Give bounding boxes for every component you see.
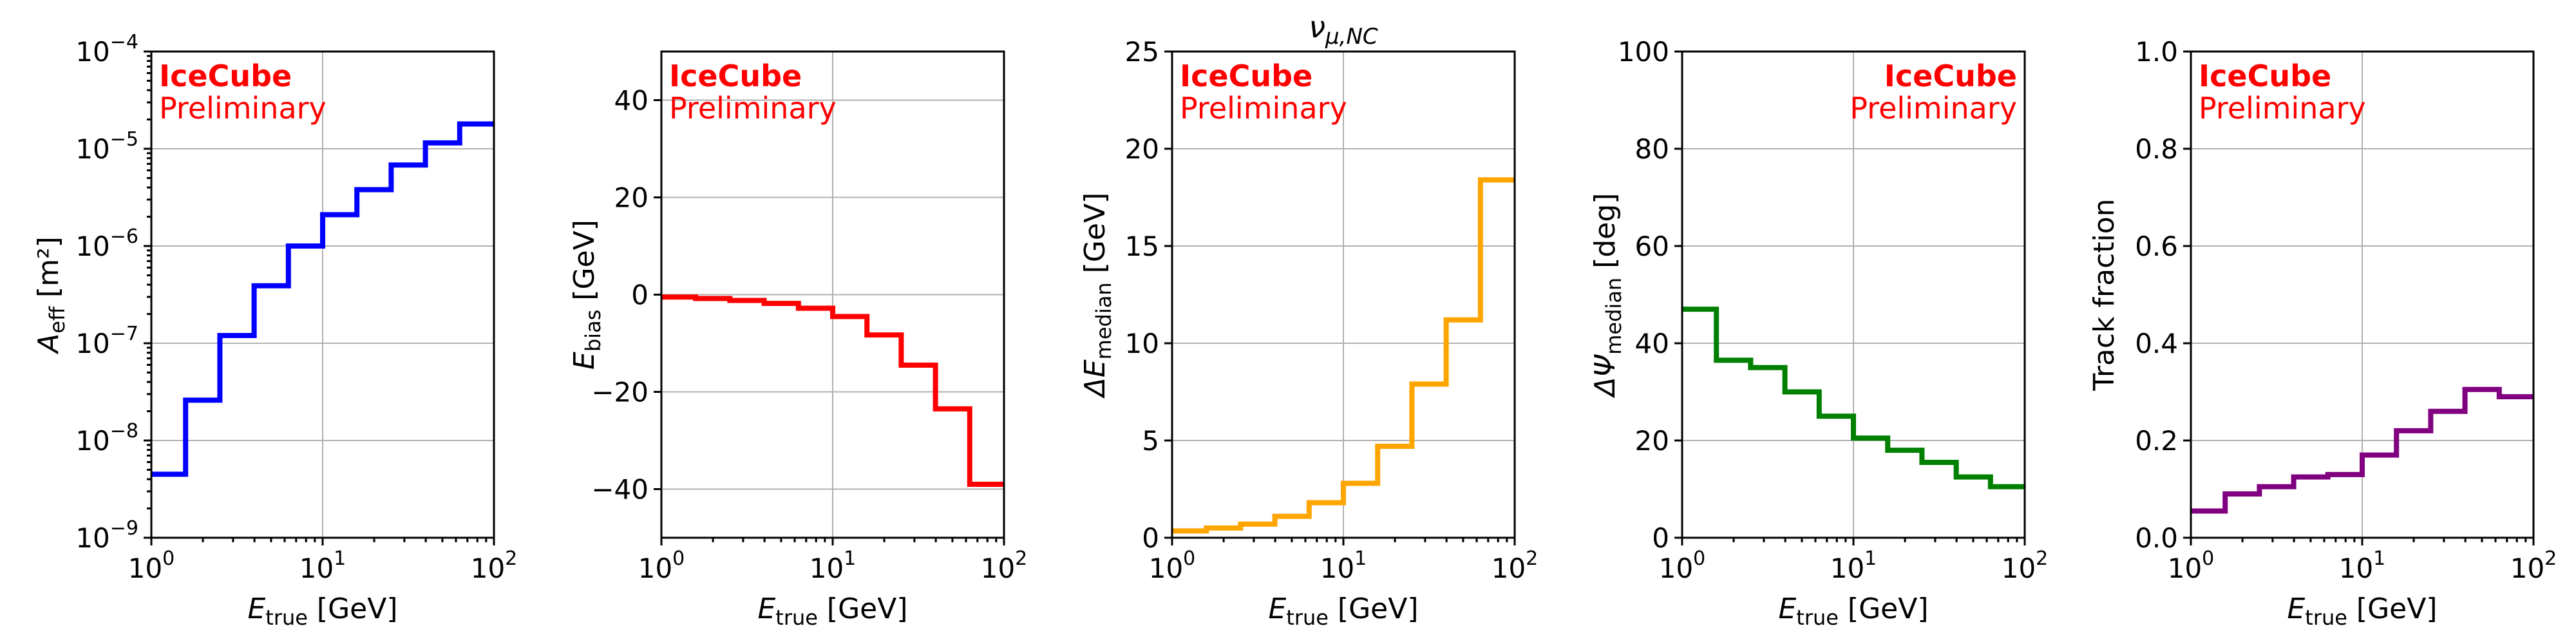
icecube-label: IceCube bbox=[159, 59, 292, 93]
y-tick-label: 100 bbox=[1618, 36, 1669, 68]
y-tick-label: 0.0 bbox=[2135, 522, 2178, 554]
x-tick-label: 102 bbox=[981, 547, 1028, 584]
chart-panel-1: 100 101 102 10−9 10−8 10−7 10−6 10−5 10−4 Etrue [… bbox=[32, 31, 517, 630]
x-tick-label: 101 bbox=[810, 547, 857, 584]
y-tick-label: 10−4 bbox=[75, 31, 138, 68]
y-tick-label: 20 bbox=[1125, 133, 1159, 165]
y-axis-label: Track fraction bbox=[2088, 198, 2121, 391]
icecube-label: IceCube bbox=[1884, 59, 2017, 93]
y-tick-label: 10−9 bbox=[75, 517, 138, 554]
x-tick-label: 101 bbox=[2339, 547, 2386, 584]
y-tick-label: −40 bbox=[591, 474, 649, 506]
y-tick-label: 10−5 bbox=[75, 128, 138, 165]
preliminary-label: Preliminary bbox=[2199, 91, 2366, 126]
y-tick-label: 25 bbox=[1125, 36, 1159, 68]
chart-panel-5: 100 101 102 0.0 0.2 0.4 0.6 0.8 1.0 Etrue [GeV] Tr… bbox=[2088, 36, 2557, 630]
chart-panel-2: 100 101 102 −40 −20 0 20 40 Etrue [GeV] Ebias [Ge… bbox=[568, 50, 1028, 630]
icecube-label: IceCube bbox=[1180, 59, 1312, 93]
y-tick-label: 20 bbox=[1635, 425, 1669, 457]
y-tick-label: 10−7 bbox=[75, 323, 138, 359]
chart-title: νμ,NC bbox=[1309, 10, 1378, 50]
y-tick-label: 0.4 bbox=[2135, 328, 2178, 359]
x-axis-label: Etrue [GeV] bbox=[1268, 592, 1418, 630]
step-line-series bbox=[661, 294, 1004, 487]
x-tick-label: 102 bbox=[2002, 547, 2049, 584]
plot-frame bbox=[150, 50, 495, 539]
x-tick-label: 101 bbox=[1320, 547, 1367, 584]
step-line-series bbox=[2191, 386, 2533, 514]
icecube-label: IceCube bbox=[2199, 59, 2331, 93]
chart-panel-4: 100 101 102 0 20 40 60 80 100 Etrue [GeV] ΔΨmedian… bbox=[1589, 36, 2048, 630]
y-tick-label: 80 bbox=[1635, 133, 1669, 165]
x-tick-label: 100 bbox=[638, 547, 685, 584]
preliminary-label: Preliminary bbox=[1180, 91, 1347, 126]
y-tick-label: 0 bbox=[1652, 522, 1669, 554]
y-tick-label: 10 bbox=[1125, 328, 1159, 359]
y-tick-label: 0.2 bbox=[2135, 425, 2178, 457]
step-line-series bbox=[151, 121, 494, 477]
y-tick-label: 0 bbox=[1142, 522, 1159, 554]
x-axis-label: Etrue [GeV] bbox=[247, 592, 397, 630]
x-tick-label: 102 bbox=[1492, 547, 1539, 584]
x-tick-label: 102 bbox=[471, 547, 518, 584]
x-tick-label: 100 bbox=[2168, 547, 2215, 584]
chart-panel-3: 100 101 102 0 5 10 15 20 25 Etrue [GeV] ΔEmedian [… bbox=[1079, 10, 1538, 630]
plot-frame bbox=[2190, 50, 2535, 539]
x-tick-label: 100 bbox=[1149, 547, 1196, 584]
y-tick-label: 40 bbox=[614, 85, 649, 117]
x-tick-label: 100 bbox=[128, 547, 175, 584]
x-tick-label: 101 bbox=[299, 547, 346, 584]
x-tick-label: 101 bbox=[1830, 547, 1877, 584]
x-axis-label: Etrue [GeV] bbox=[2287, 592, 2437, 630]
y-tick-label: 10−6 bbox=[75, 225, 138, 262]
y-tick-label: 10−8 bbox=[75, 420, 138, 457]
preliminary-label: Preliminary bbox=[159, 91, 327, 126]
plot-frame bbox=[660, 50, 1005, 539]
y-tick-label: 0.8 bbox=[2135, 133, 2178, 165]
x-tick-label: 100 bbox=[1659, 547, 1706, 584]
y-tick-label: −20 bbox=[591, 377, 649, 408]
y-tick-label: 60 bbox=[1635, 231, 1669, 262]
y-tick-label: 15 bbox=[1125, 231, 1159, 262]
y-axis-label: ΔEmedian [GeV] bbox=[1079, 193, 1116, 399]
icecube-label: IceCube bbox=[669, 59, 802, 93]
y-tick-label: 40 bbox=[1635, 328, 1669, 359]
plot-frame bbox=[1681, 50, 2026, 539]
plot-frame bbox=[1171, 50, 1516, 539]
y-axis-label: ΔΨmedian [deg] bbox=[1589, 193, 1626, 399]
preliminary-label: Preliminary bbox=[1850, 91, 2017, 126]
y-tick-label: 0 bbox=[631, 279, 649, 311]
y-tick-label: 1.0 bbox=[2135, 36, 2178, 68]
x-tick-label: 102 bbox=[2510, 547, 2557, 584]
x-axis-label: Etrue [GeV] bbox=[757, 592, 907, 630]
step-line-series bbox=[1172, 177, 1515, 534]
step-line-series bbox=[1682, 307, 2025, 489]
y-axis-label: Ebias [GeV] bbox=[568, 220, 605, 370]
preliminary-label: Preliminary bbox=[669, 91, 837, 126]
y-tick-label: 20 bbox=[614, 182, 649, 214]
y-axis-label: Aeff [m²] bbox=[32, 236, 70, 355]
y-tick-label: 5 bbox=[1142, 425, 1159, 457]
x-axis-label: Etrue [GeV] bbox=[1778, 592, 1928, 630]
y-tick-label: 0.6 bbox=[2135, 231, 2178, 262]
